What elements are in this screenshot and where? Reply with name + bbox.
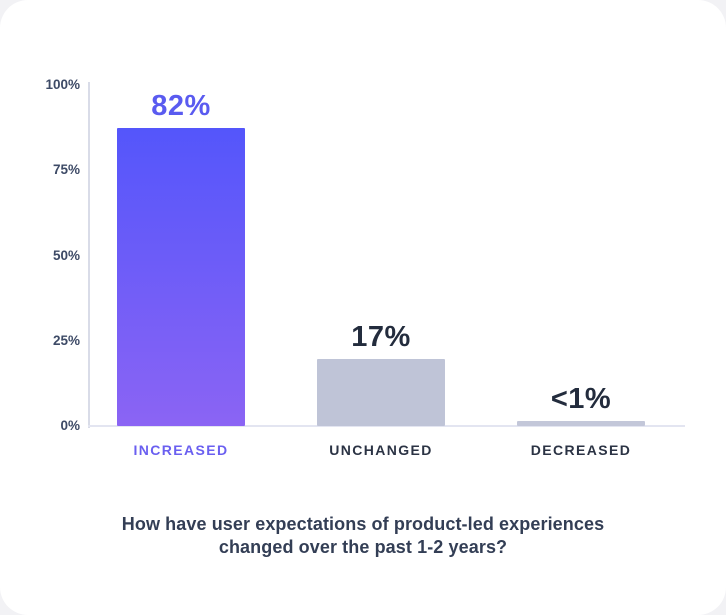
bars-container: 82% 17% <1%: [81, 85, 681, 426]
value-label-unchanged: 17%: [351, 321, 411, 353]
bar-group-increased: 82%: [81, 85, 281, 426]
bar-increased: [117, 128, 245, 426]
chart-title-line-1: How have user expectations of product-le…: [121, 514, 605, 534]
y-tick-label-75: 75%: [52, 162, 80, 178]
y-tick-label-25: 25%: [52, 332, 80, 348]
bar-group-decreased: <1%: [481, 85, 681, 426]
category-label-decreased: DECREASED: [530, 442, 632, 458]
bar-group-unchanged: 17%: [281, 85, 481, 426]
chart-title: How have user expectations of product-le…: [0, 513, 726, 559]
x-axis-line: [88, 425, 685, 427]
category-label-increased: INCREASED: [133, 442, 229, 458]
y-axis-line: [88, 82, 90, 428]
chart-title-line-2: changed over the past 1-2 years?: [218, 537, 508, 557]
y-tick-label-0: 0%: [60, 418, 80, 433]
bar-unchanged: [317, 359, 445, 426]
value-label-decreased: <1%: [550, 383, 612, 415]
category-label-unchanged: UNCHANGED: [329, 442, 433, 458]
y-tick-label-50: 50%: [52, 247, 80, 263]
value-label-increased: 82%: [151, 90, 211, 122]
category-labels-row: INCREASED UNCHANGED DECREASED: [81, 442, 681, 459]
y-tick-label-100: 100%: [45, 77, 80, 92]
bar-decreased: [517, 421, 645, 426]
